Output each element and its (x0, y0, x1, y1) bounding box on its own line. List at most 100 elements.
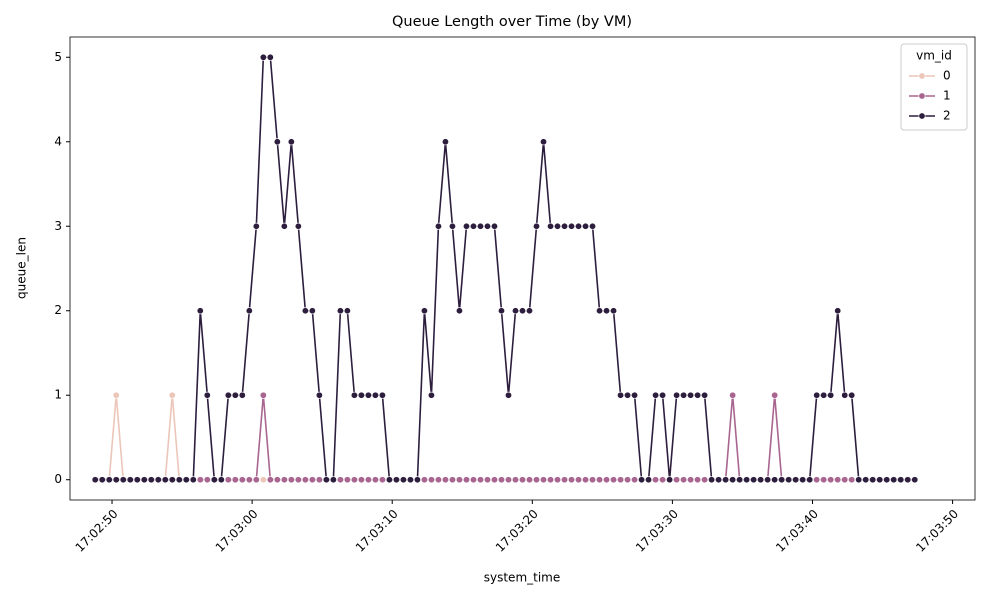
point (799, 476, 807, 484)
point (911, 476, 919, 484)
point (680, 391, 688, 399)
point (750, 476, 758, 484)
series-line (95, 395, 915, 481)
point (518, 476, 526, 484)
point (308, 476, 316, 484)
point (322, 476, 330, 484)
point (729, 476, 737, 484)
point (701, 391, 709, 399)
point (736, 476, 744, 484)
point (596, 476, 604, 484)
point (785, 476, 793, 484)
point (441, 476, 449, 484)
point (582, 476, 590, 484)
point (526, 476, 534, 484)
point (420, 476, 428, 484)
point (533, 222, 541, 230)
point (182, 476, 190, 484)
point (371, 391, 379, 399)
point (462, 476, 470, 484)
y-tick-label: 5 (54, 50, 62, 64)
point (126, 476, 134, 484)
point (526, 307, 534, 315)
point (834, 307, 842, 315)
point (813, 476, 821, 484)
point (175, 476, 183, 484)
point (483, 222, 491, 230)
point (582, 222, 590, 230)
point (561, 222, 569, 230)
point (203, 391, 211, 399)
point (98, 476, 106, 484)
point (540, 476, 548, 484)
x-tick-label: 17:03:40 (773, 507, 821, 555)
point (224, 391, 232, 399)
point (476, 222, 484, 230)
point (273, 476, 281, 484)
point (694, 391, 702, 399)
point (413, 476, 421, 484)
point (778, 476, 786, 484)
legend-label: 1 (943, 89, 951, 103)
point (112, 476, 120, 484)
point (624, 391, 632, 399)
point (652, 476, 660, 484)
point (91, 476, 99, 484)
point (245, 307, 253, 315)
point (834, 476, 842, 484)
point (231, 476, 239, 484)
point (315, 391, 323, 399)
point (350, 391, 358, 399)
point (294, 222, 302, 230)
legend-marker (918, 72, 926, 80)
point (589, 222, 597, 230)
point (196, 307, 204, 315)
point (904, 476, 912, 484)
point (336, 307, 344, 315)
point (575, 222, 583, 230)
legend-box (900, 43, 968, 131)
point (245, 476, 253, 484)
point (266, 53, 274, 61)
y-axis-label: queue_len (15, 237, 29, 299)
x-tick-label: 17:03:10 (353, 507, 401, 555)
legend-title: vm_id (916, 49, 952, 63)
point (715, 476, 723, 484)
point (504, 391, 512, 399)
point (771, 476, 779, 484)
point (540, 138, 548, 146)
point (504, 476, 512, 484)
chart-title: Queue Length over Time (by VM) (392, 14, 632, 30)
point (441, 138, 449, 146)
point (266, 476, 274, 484)
point (848, 476, 856, 484)
point (280, 222, 288, 230)
point (617, 476, 625, 484)
point (357, 391, 365, 399)
point (855, 476, 863, 484)
point (631, 391, 639, 399)
point (385, 476, 393, 484)
point (722, 476, 730, 484)
point (364, 476, 372, 484)
point (364, 391, 372, 399)
point (645, 476, 653, 484)
point (217, 476, 225, 484)
point (350, 476, 358, 484)
point (596, 307, 604, 315)
point (189, 476, 197, 484)
point (378, 391, 386, 399)
point (469, 222, 477, 230)
point (659, 476, 667, 484)
point (897, 476, 905, 484)
point (687, 476, 695, 484)
point (792, 476, 800, 484)
point (589, 476, 597, 484)
point (329, 476, 337, 484)
point (568, 476, 576, 484)
x-tick-label: 17:03:20 (493, 507, 541, 555)
legend: vm_id 0 1 2 (900, 43, 968, 131)
point (890, 476, 898, 484)
y-tick-label: 4 (54, 134, 62, 148)
point (301, 307, 309, 315)
